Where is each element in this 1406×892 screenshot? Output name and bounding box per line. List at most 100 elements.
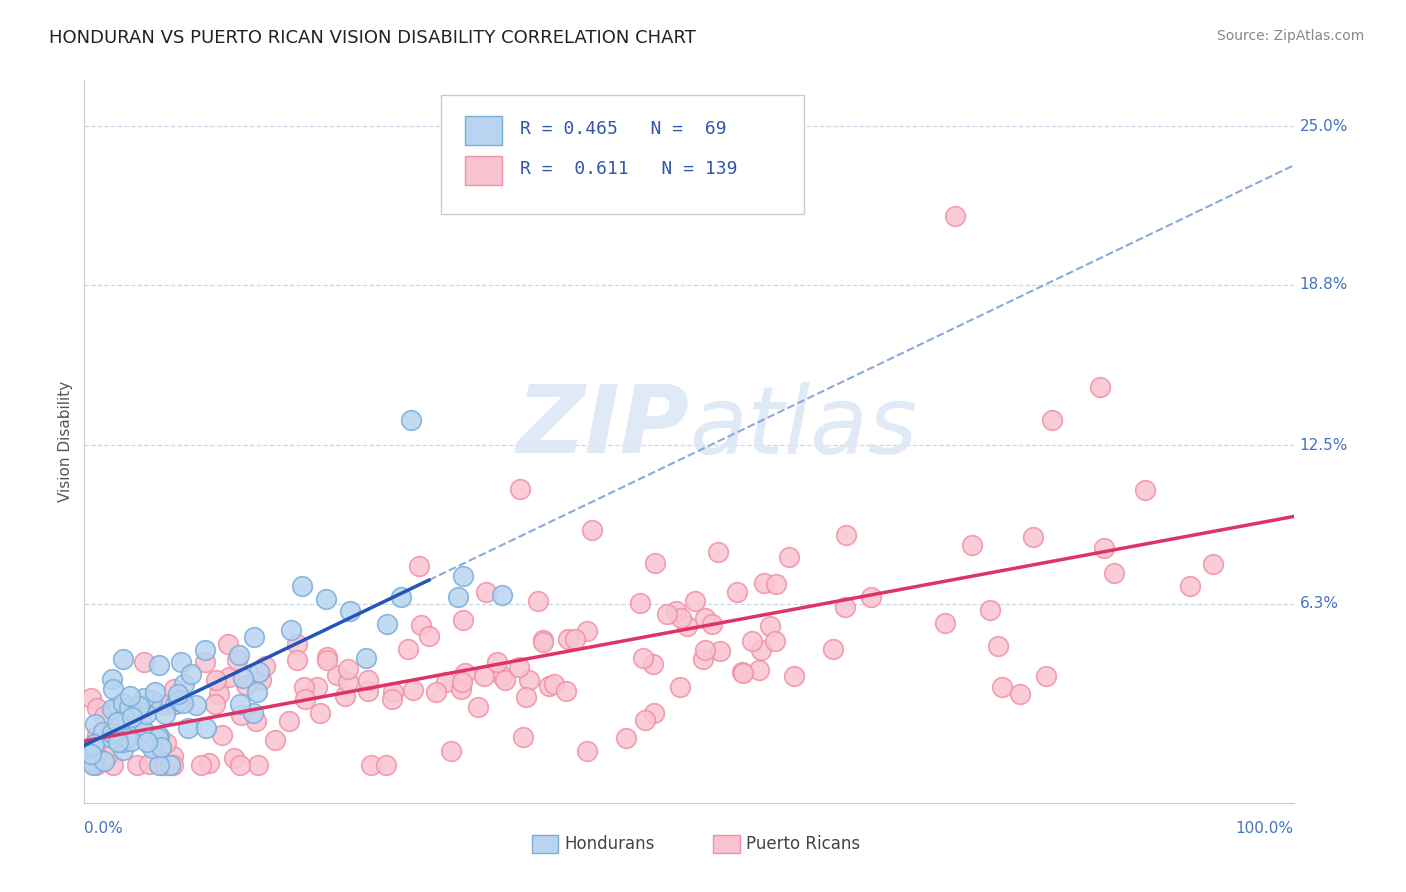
Point (709, 644, 731, 658)
Point (291, 579, 314, 593)
Point (169, 693, 191, 707)
Point (440, 744, 463, 758)
Point (987, 639, 1010, 653)
Point (454, 666, 477, 681)
Point (747, 663, 769, 677)
Point (143, 684, 166, 698)
Point (509, 482, 531, 496)
Point (249, 673, 271, 688)
Point (381, 685, 404, 699)
Point (132, 723, 155, 738)
Point (339, 604, 361, 618)
Point (129, 714, 152, 728)
Point (356, 684, 378, 698)
Point (246, 757, 269, 772)
Point (84, 717, 107, 731)
Point (163, 697, 186, 711)
Point (190, 757, 212, 772)
Point (517, 673, 540, 687)
Point (222, 751, 245, 765)
Point (765, 577, 787, 591)
Text: HONDURAN VS PUERTO RICAN VISION DISABILITY CORRELATION CHART: HONDURAN VS PUERTO RICAN VISION DISABILI… (49, 29, 696, 46)
Point (218, 670, 240, 684)
Point (943, 209, 966, 223)
Text: 12.5%: 12.5% (1299, 438, 1348, 453)
Point (194, 656, 217, 670)
Point (247, 665, 270, 679)
Point (1035, 668, 1057, 682)
Point (741, 633, 763, 648)
Point (486, 656, 509, 670)
Point (138, 756, 160, 771)
Point (402, 682, 425, 697)
Point (101, 731, 124, 746)
Point (360, 757, 382, 772)
Point (354, 651, 377, 665)
Text: 18.8%: 18.8% (1299, 277, 1348, 292)
Point (960, 538, 983, 552)
Point (425, 685, 447, 699)
Point (315, 591, 337, 606)
Point (242, 706, 264, 720)
Point (337, 674, 360, 689)
Point (155, 736, 177, 750)
Point (112, 696, 135, 710)
Text: 25.0%: 25.0% (1299, 119, 1348, 134)
Point (155, 706, 177, 721)
Point (148, 729, 170, 743)
Point (702, 617, 724, 632)
Point (101, 727, 124, 741)
Point (148, 731, 170, 746)
Point (475, 584, 498, 599)
Point (512, 730, 534, 744)
Point (1008, 687, 1031, 701)
Point (141, 741, 163, 756)
Point (120, 734, 142, 748)
Point (121, 723, 143, 737)
Text: R = 0.465   N =  69: R = 0.465 N = 69 (520, 120, 727, 138)
Point (111, 732, 134, 747)
Point (163, 681, 186, 696)
Point (643, 657, 665, 671)
Text: 0.0%: 0.0% (84, 821, 124, 836)
Point (235, 678, 257, 692)
Point (149, 757, 172, 772)
Point (120, 710, 142, 724)
Point (733, 666, 755, 681)
Point (821, 642, 844, 657)
Point (242, 630, 264, 644)
Point (277, 714, 299, 728)
Point (80, 747, 103, 761)
Point (315, 649, 337, 664)
Point (557, 632, 579, 646)
Bar (531, 835, 558, 854)
Point (280, 624, 302, 638)
Point (451, 613, 474, 627)
Point (159, 757, 181, 772)
Text: 100.0%: 100.0% (1236, 821, 1294, 836)
Point (515, 690, 537, 704)
Point (86, 728, 108, 742)
Point (229, 757, 252, 772)
Point (356, 673, 378, 687)
Point (543, 677, 565, 691)
Point (375, 757, 398, 772)
Point (135, 707, 157, 722)
Point (859, 591, 882, 605)
Point (112, 651, 135, 665)
Point (229, 708, 252, 723)
Point (451, 675, 474, 690)
Point (333, 690, 356, 704)
Point (576, 624, 599, 639)
Point (991, 681, 1014, 695)
Point (307, 680, 329, 694)
Point (114, 719, 136, 733)
Point (108, 717, 131, 731)
Point (217, 637, 239, 651)
Point (676, 619, 699, 633)
Point (834, 600, 856, 615)
Point (84, 757, 107, 772)
Point (162, 757, 184, 772)
Text: Puerto Ricans: Puerto Ricans (745, 835, 860, 853)
Point (79, 691, 101, 706)
